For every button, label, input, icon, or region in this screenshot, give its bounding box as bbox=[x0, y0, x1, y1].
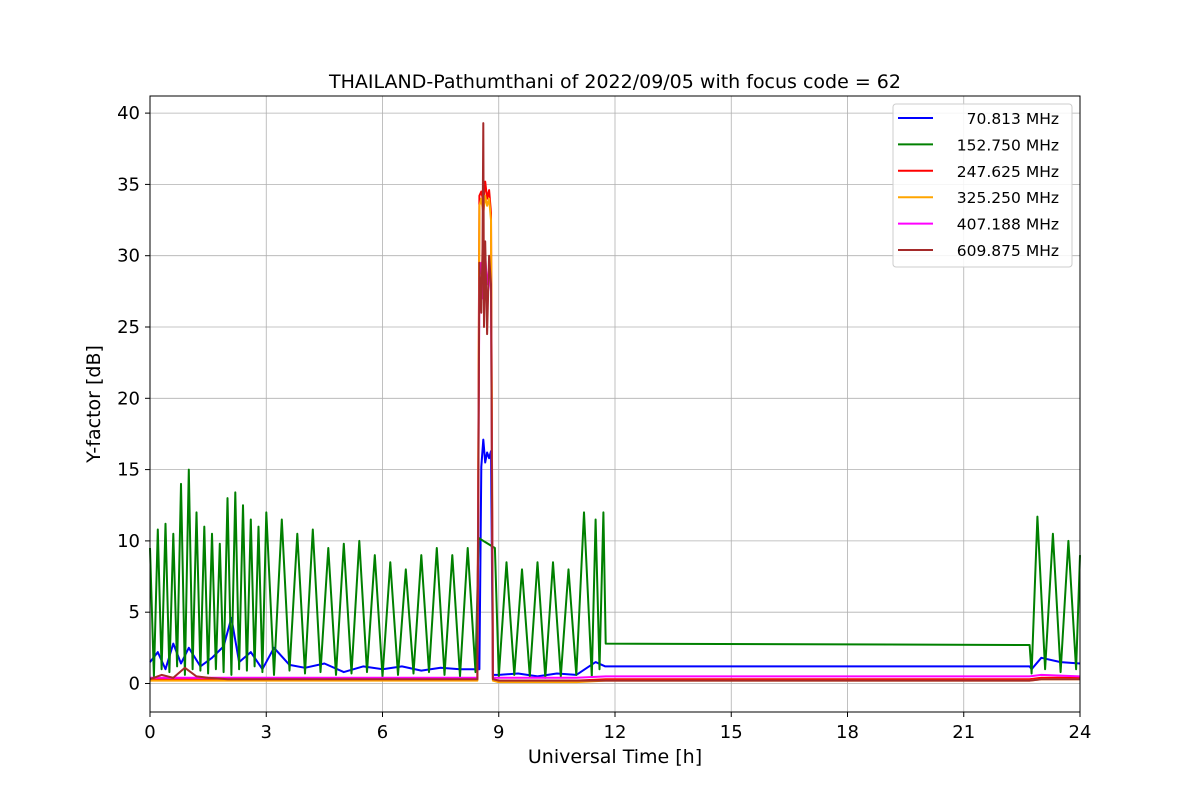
legend-box bbox=[892, 103, 1073, 268]
y-axis: 0 5 10 15 20 25 30 35 40 bbox=[117, 103, 150, 694]
series-line-609_875-mhz bbox=[149, 122, 1080, 682]
y-tick-label: 35 bbox=[117, 174, 140, 195]
x-tick-label: 21 bbox=[952, 722, 975, 743]
y-tick-label: 5 bbox=[129, 602, 140, 623]
y-tick-label: 15 bbox=[117, 460, 140, 481]
x-tick-label: 6 bbox=[377, 722, 388, 743]
y-tick-label: 10 bbox=[117, 531, 140, 552]
legend-entry-label: 407.188 MHz bbox=[957, 216, 1059, 234]
legend-entry-label: 247.625 MHz bbox=[957, 163, 1059, 181]
legend-entry-label: 325.250 MHz bbox=[957, 189, 1059, 207]
legend-entry-label: 152.750 MHz bbox=[957, 136, 1059, 154]
x-tick-label: 0 bbox=[144, 722, 155, 743]
x-tick-label: 18 bbox=[836, 722, 859, 743]
x-tick-label: 24 bbox=[1069, 722, 1092, 743]
y-tick-label: 20 bbox=[117, 388, 140, 409]
legend: 70.813 MHz 152.750 MHz 247.625 MHz 325.250 … bbox=[892, 103, 1073, 268]
x-tick-label: 12 bbox=[604, 722, 627, 743]
y-tick-label: 30 bbox=[117, 246, 140, 267]
y-axis-label: Y-factor [dB] bbox=[83, 345, 105, 464]
x-tick-label: 9 bbox=[493, 722, 504, 743]
y-tick-label: 0 bbox=[129, 673, 140, 694]
series-line-70_813-mhz bbox=[149, 438, 1081, 678]
y-tick-label: 40 bbox=[117, 103, 140, 124]
plot-area bbox=[149, 122, 1081, 684]
series-line-152_750-mhz bbox=[149, 468, 1081, 679]
x-axis-label: Universal Time [h] bbox=[528, 746, 702, 768]
x-axis: 0 3 6 9 12 15 18 21 24 bbox=[144, 712, 1091, 743]
legend-entry-label: 70.813 MHz bbox=[967, 110, 1059, 128]
x-tick-label: 3 bbox=[261, 722, 272, 743]
legend-entry-label: 609.875 MHz bbox=[957, 242, 1059, 260]
y-tick-label: 25 bbox=[117, 317, 140, 338]
x-tick-label: 15 bbox=[720, 722, 743, 743]
chart-title: THAILAND-Pathumthani of 2022/09/05 with … bbox=[328, 71, 901, 93]
